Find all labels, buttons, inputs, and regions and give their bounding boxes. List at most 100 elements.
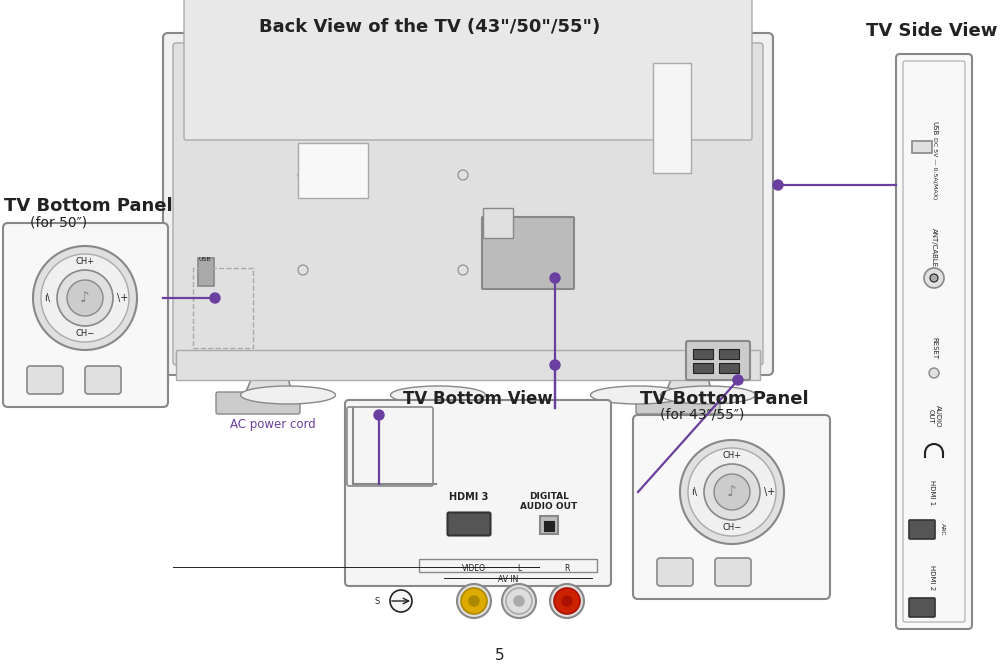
Bar	[176, 352, 760, 364]
Bar	[298, 143, 368, 198]
Text: CH−: CH−	[722, 523, 742, 533]
Bar	[186, 70, 750, 98]
Text: TV Side View: TV Side View	[866, 22, 997, 40]
Circle shape	[704, 464, 760, 520]
Circle shape	[502, 584, 536, 618]
Text: USB: USB	[931, 121, 937, 135]
FancyBboxPatch shape	[636, 392, 720, 414]
Circle shape	[506, 588, 532, 614]
Text: TV Bottom View: TV Bottom View	[403, 390, 553, 408]
Circle shape	[57, 270, 113, 326]
Text: HDMI 1: HDMI 1	[929, 480, 935, 505]
Text: TV Bottom Panel: TV Bottom Panel	[4, 197, 173, 215]
FancyBboxPatch shape	[633, 415, 830, 599]
FancyBboxPatch shape	[715, 558, 751, 586]
Text: \+: \+	[764, 487, 776, 497]
Circle shape	[33, 246, 137, 350]
Circle shape	[714, 474, 750, 510]
FancyBboxPatch shape	[482, 217, 574, 289]
Circle shape	[390, 590, 412, 612]
FancyBboxPatch shape	[163, 33, 773, 375]
Text: R: R	[564, 564, 570, 573]
Text: RESET: RESET	[931, 337, 937, 359]
Bar	[540, 516, 558, 534]
Bar	[176, 350, 760, 380]
Circle shape	[210, 293, 220, 303]
Bar	[419, 559, 597, 572]
Text: USB: USB	[199, 257, 211, 262]
Circle shape	[680, 440, 784, 544]
Circle shape	[458, 170, 468, 180]
Text: ı\: ı\	[44, 293, 50, 303]
FancyBboxPatch shape	[27, 366, 63, 394]
Text: DC 5V — 0.5A(MAX): DC 5V — 0.5A(MAX)	[932, 137, 936, 199]
Circle shape	[929, 368, 939, 378]
Circle shape	[773, 180, 783, 190]
Circle shape	[461, 588, 487, 614]
Text: CH−: CH−	[75, 329, 95, 339]
Ellipse shape	[660, 386, 756, 404]
FancyBboxPatch shape	[896, 54, 972, 629]
Text: VIDEO: VIDEO	[462, 564, 486, 573]
Circle shape	[924, 268, 944, 288]
Text: ♪: ♪	[80, 291, 90, 305]
Circle shape	[550, 273, 560, 283]
Text: CH+: CH+	[722, 452, 742, 461]
Polygon shape	[658, 362, 718, 412]
Bar	[693, 363, 713, 373]
FancyBboxPatch shape	[85, 366, 121, 394]
Bar	[198, 258, 214, 286]
Text: AV IN: AV IN	[498, 575, 518, 584]
Text: AUDIO
OUT: AUDIO OUT	[928, 405, 940, 427]
FancyBboxPatch shape	[909, 520, 935, 539]
Text: ARC: ARC	[940, 523, 944, 535]
Circle shape	[550, 584, 584, 618]
FancyBboxPatch shape	[909, 598, 935, 617]
FancyBboxPatch shape	[216, 392, 300, 414]
FancyBboxPatch shape	[448, 513, 490, 535]
Bar	[719, 349, 739, 359]
Circle shape	[67, 280, 103, 316]
Bar	[193, 268, 253, 348]
Ellipse shape	[240, 386, 336, 404]
Circle shape	[562, 596, 572, 606]
Text: \+: \+	[117, 293, 129, 303]
Bar	[351, 480, 431, 484]
Text: Back View of the TV (43"/50"/55"): Back View of the TV (43"/50"/55")	[259, 18, 601, 36]
Bar	[719, 363, 739, 373]
FancyBboxPatch shape	[686, 341, 750, 380]
Circle shape	[374, 410, 384, 420]
Text: ı\: ı\	[691, 487, 697, 497]
Circle shape	[554, 588, 580, 614]
Text: AC power cord: AC power cord	[230, 418, 316, 431]
Ellipse shape	[590, 386, 686, 404]
Ellipse shape	[390, 386, 486, 404]
Bar	[483, 208, 513, 238]
Text: 5: 5	[495, 648, 505, 663]
Circle shape	[688, 448, 776, 536]
Circle shape	[514, 596, 524, 606]
Bar	[912, 141, 932, 153]
Text: S: S	[374, 596, 380, 606]
Circle shape	[41, 254, 129, 342]
Circle shape	[930, 274, 938, 282]
Text: HDMI 2: HDMI 2	[929, 566, 935, 590]
FancyBboxPatch shape	[657, 558, 693, 586]
Polygon shape	[238, 362, 298, 412]
Text: CH+: CH+	[75, 258, 95, 266]
Circle shape	[458, 265, 468, 275]
Text: DIGITAL
AUDIO OUT: DIGITAL AUDIO OUT	[520, 492, 578, 511]
Text: (for 43″/55″): (for 43″/55″)	[660, 408, 744, 422]
Text: HDMI 3: HDMI 3	[449, 492, 489, 502]
FancyBboxPatch shape	[345, 400, 611, 586]
FancyBboxPatch shape	[3, 223, 168, 407]
Text: ♪: ♪	[727, 485, 737, 499]
Bar	[544, 521, 554, 531]
FancyBboxPatch shape	[173, 43, 763, 365]
Bar	[653, 63, 691, 173]
Text: TV Bottom Panel: TV Bottom Panel	[640, 390, 809, 408]
Circle shape	[298, 170, 308, 180]
Bar	[693, 349, 713, 359]
Circle shape	[457, 584, 491, 618]
Text: (for 50″): (for 50″)	[30, 215, 87, 229]
